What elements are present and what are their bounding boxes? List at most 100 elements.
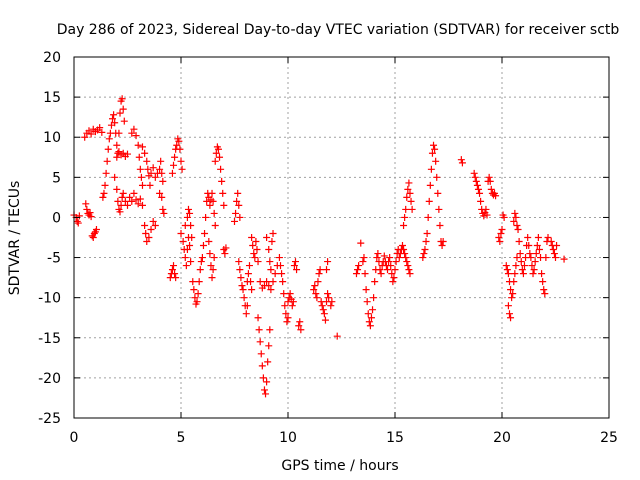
data-point — [377, 270, 385, 278]
data-point — [181, 254, 189, 262]
x-tick-label: 20 — [493, 430, 511, 446]
data-point — [473, 181, 481, 189]
data-point — [177, 229, 185, 237]
data-point — [296, 318, 304, 326]
data-point — [184, 205, 192, 213]
data-point — [293, 266, 301, 274]
data-point — [182, 262, 190, 270]
data-point — [422, 238, 430, 246]
data-point — [406, 270, 414, 278]
data-point — [431, 145, 439, 153]
data-point — [104, 145, 112, 153]
data-point — [504, 270, 512, 278]
data-point — [539, 278, 547, 286]
data-point — [202, 213, 210, 221]
y-tick-label: 5 — [52, 170, 61, 186]
data-point — [130, 189, 138, 197]
data-point — [510, 217, 518, 225]
data-point — [138, 143, 146, 151]
data-point — [99, 193, 107, 201]
data-point — [352, 270, 360, 278]
data-point — [251, 254, 259, 262]
data-point — [527, 254, 535, 262]
data-point — [297, 326, 305, 334]
data-point — [147, 169, 155, 177]
data-point — [86, 209, 94, 217]
data-point — [156, 165, 164, 173]
data-point — [87, 213, 95, 221]
data-point — [187, 221, 195, 229]
data-point — [367, 314, 375, 322]
data-point — [424, 213, 432, 221]
data-point — [514, 225, 522, 233]
data-point — [313, 294, 321, 302]
data-point — [291, 258, 299, 266]
data-point — [284, 314, 292, 322]
data-point — [389, 278, 397, 286]
data-point — [113, 153, 121, 161]
data-point — [458, 159, 466, 167]
data-point — [175, 137, 183, 145]
data-point — [355, 262, 363, 270]
data-point — [528, 262, 536, 270]
data-point — [117, 201, 125, 209]
data-point — [73, 217, 81, 225]
y-tick-label: 0 — [52, 210, 61, 226]
data-point — [197, 258, 205, 266]
data-point — [268, 238, 276, 246]
x-tick-label: 0 — [70, 430, 79, 446]
data-point — [426, 181, 434, 189]
data-point — [325, 294, 333, 302]
data-point — [384, 266, 392, 274]
data-point — [512, 262, 520, 270]
data-point — [402, 254, 410, 262]
data-point — [158, 193, 166, 201]
data-point — [387, 262, 395, 270]
data-point — [533, 242, 541, 250]
x-tick-label: 25 — [600, 430, 618, 446]
data-point — [471, 173, 479, 181]
y-tick-label: -15 — [38, 331, 61, 347]
data-point — [103, 157, 111, 165]
data-point — [504, 302, 512, 310]
data-point — [250, 250, 258, 258]
data-point — [110, 111, 118, 119]
data-point — [530, 266, 538, 274]
data-point — [113, 185, 121, 193]
data-point — [324, 290, 332, 298]
data-point — [237, 274, 245, 282]
data-point — [371, 278, 379, 286]
data-point — [252, 238, 260, 246]
data-point — [134, 200, 142, 208]
data-point — [404, 185, 412, 193]
data-point — [279, 278, 287, 286]
data-point — [419, 254, 427, 262]
data-point — [542, 254, 550, 262]
data-point — [498, 225, 506, 233]
x-tick-label: 5 — [177, 430, 186, 446]
data-point — [136, 195, 144, 203]
data-point — [240, 294, 248, 302]
y-tick-label: -5 — [47, 251, 61, 267]
data-point — [234, 189, 242, 197]
data-point — [534, 234, 542, 241]
data-point — [132, 196, 140, 204]
data-point — [311, 282, 319, 290]
data-point — [218, 177, 226, 185]
y-axis-label: SDTVAR / TECUs — [7, 181, 23, 296]
data-point — [288, 302, 296, 310]
data-point — [436, 221, 444, 229]
data-point — [263, 278, 271, 286]
data-point — [263, 378, 271, 386]
data-point — [295, 322, 303, 330]
data-point — [157, 157, 165, 165]
data-point — [201, 229, 209, 237]
data-point — [121, 197, 129, 205]
data-point — [421, 246, 429, 254]
data-point — [485, 173, 493, 181]
data-point — [239, 286, 247, 294]
data-point — [147, 225, 155, 233]
data-point — [517, 258, 525, 266]
data-point — [92, 225, 100, 233]
data-point — [403, 258, 411, 266]
